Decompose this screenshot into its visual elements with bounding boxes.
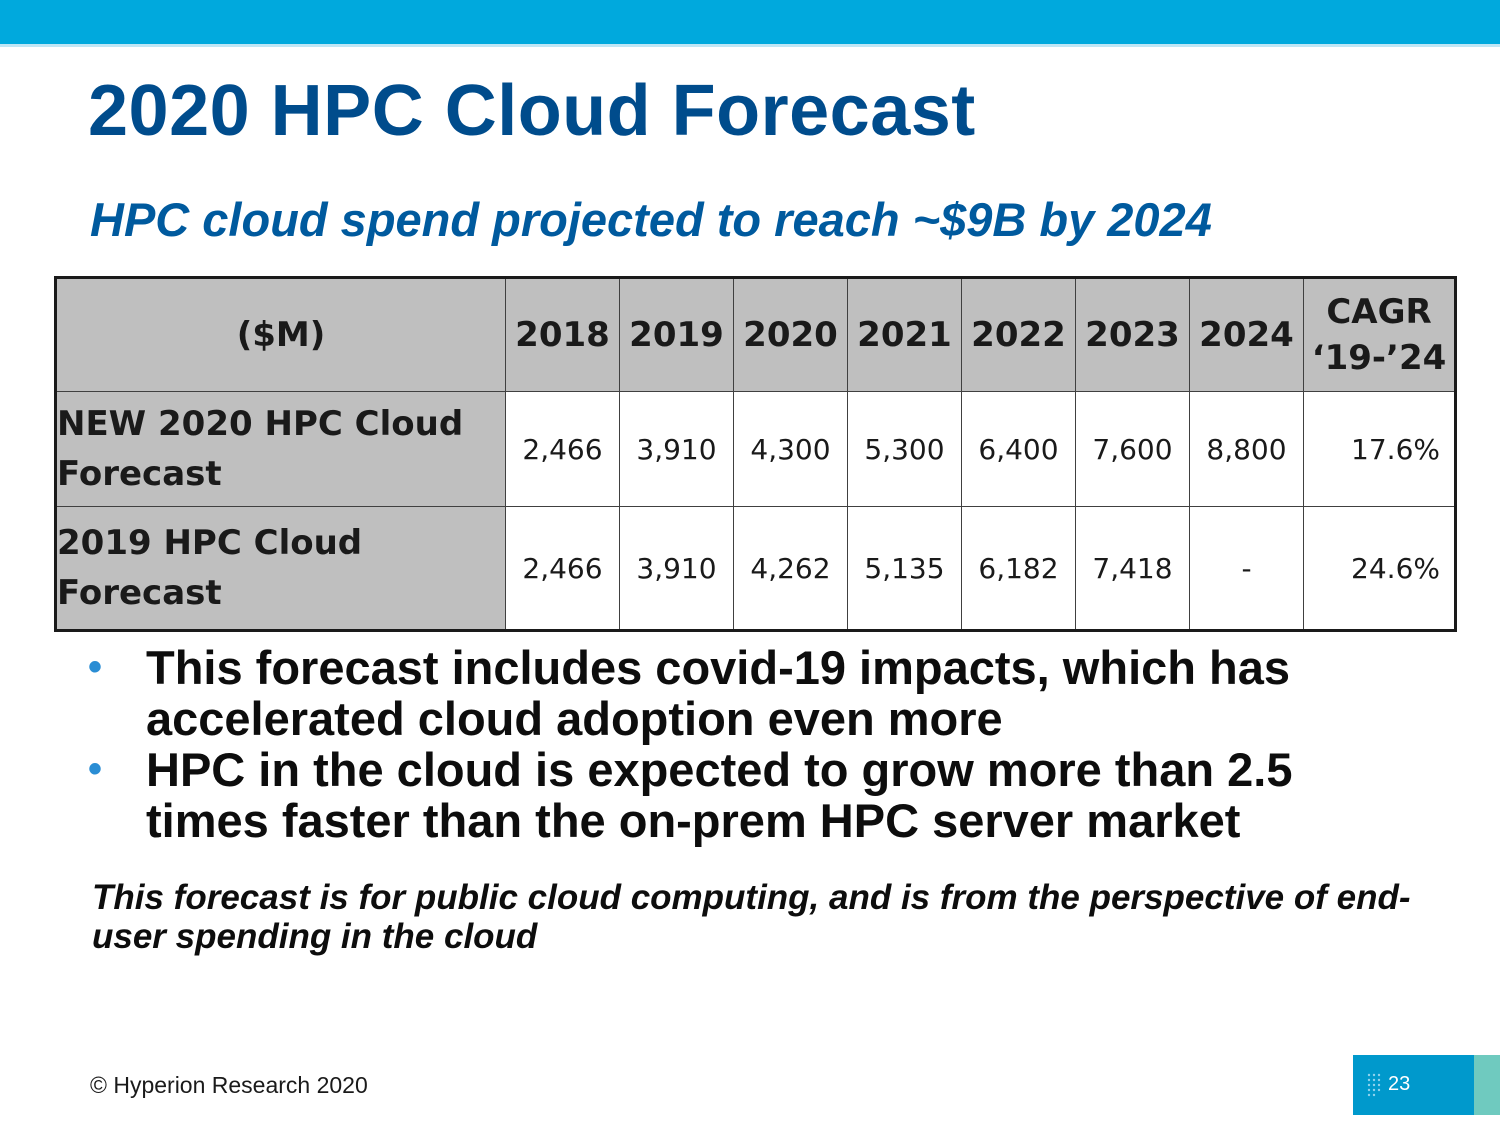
header-cagr-line1: CAGR [1326, 292, 1432, 332]
page-number: 23 [1388, 1073, 1411, 1095]
header-cagr: CAGR ‘19-’24 [1303, 277, 1456, 392]
copyright-text: © Hyperion Research 2020 [90, 1072, 368, 1098]
bullet-list: • This forecast includes covid-19 impact… [88, 642, 1418, 846]
slide-title: 2020 HPC Cloud Forecast [88, 71, 976, 151]
bullet-dot-icon: • [88, 747, 103, 791]
header-year: 2022 [961, 277, 1076, 392]
table-cell: 2,466 [505, 506, 620, 631]
forecast-table: ($M) 2018 2019 2020 2021 2022 2023 2024 … [54, 276, 1457, 632]
table-cell: 7,418 [1075, 506, 1190, 631]
row-label: 2019 HPC Cloud Forecast [55, 506, 506, 631]
table-cell: 5,135 [847, 506, 962, 631]
page-number-accent [1474, 1055, 1500, 1115]
table-header-row: ($M) 2018 2019 2020 2021 2022 2023 2024 … [55, 277, 1456, 392]
top-banner [0, 0, 1500, 44]
slide-subtitle: HPC cloud spend projected to reach ~$9B … [90, 193, 1212, 246]
header-year: 2018 [505, 277, 620, 392]
header-unit-label: ($M) [55, 277, 506, 392]
table-row: 2019 HPC Cloud Forecast 2,466 3,910 4,26… [55, 506, 1456, 631]
bullet-text: This forecast includes covid-19 impacts,… [146, 641, 1291, 745]
table-cell: 7,600 [1075, 391, 1190, 507]
bullet-text: HPC in the cloud is expected to grow mor… [146, 743, 1293, 847]
header-cagr-line2: ‘19-’24 [1311, 338, 1447, 378]
footnote: This forecast is for public cloud comput… [92, 878, 1411, 956]
table-cell: - [1189, 506, 1304, 631]
header-year: 2021 [847, 277, 962, 392]
table-cell: 6,400 [961, 391, 1076, 507]
cagr-cell: 17.6% [1303, 391, 1456, 507]
top-banner-divider [0, 44, 1500, 47]
table-cell: 3,910 [619, 391, 734, 507]
table-cell: 3,910 [619, 506, 734, 631]
cagr-cell: 24.6% [1303, 506, 1456, 631]
table-row: NEW 2020 HPC Cloud Forecast 2,466 3,910 … [55, 391, 1456, 507]
table-cell: 4,262 [733, 506, 848, 631]
header-year: 2023 [1075, 277, 1190, 392]
dot-grid-icon [1367, 1073, 1381, 1097]
header-year: 2019 [619, 277, 734, 392]
table-cell: 4,300 [733, 391, 848, 507]
table-cell: 2,466 [505, 391, 620, 507]
table-cell: 6,182 [961, 506, 1076, 631]
header-year: 2020 [733, 277, 848, 392]
bullet-dot-icon: • [88, 645, 103, 689]
row-label: NEW 2020 HPC Cloud Forecast [55, 391, 506, 507]
table-cell: 8,800 [1189, 391, 1304, 507]
header-year: 2024 [1189, 277, 1304, 392]
bullet-item: • This forecast includes covid-19 impact… [88, 642, 1418, 744]
bullet-item: • HPC in the cloud is expected to grow m… [88, 744, 1418, 846]
table-cell: 5,300 [847, 391, 962, 507]
